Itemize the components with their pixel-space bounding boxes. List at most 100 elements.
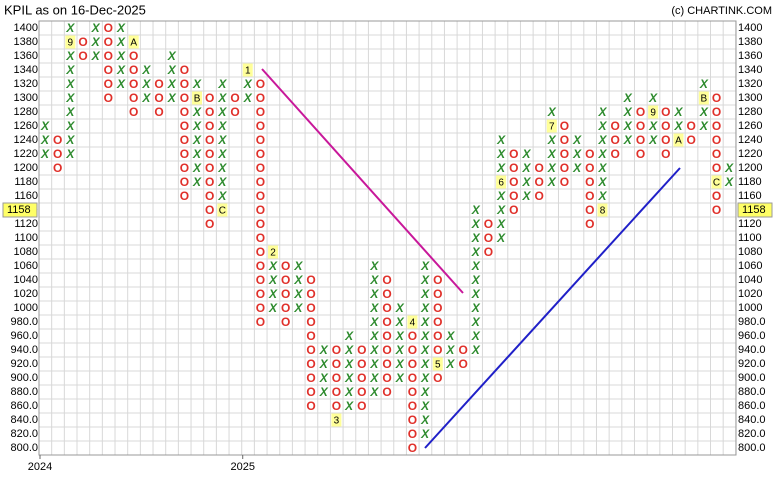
box-o: O (433, 343, 442, 357)
last-price-box (737, 202, 773, 218)
box-o: O (661, 133, 670, 147)
box-x: X (471, 315, 481, 329)
box-o: O (256, 175, 265, 189)
box-x: X (496, 161, 506, 175)
box-o: O (53, 147, 62, 161)
box-o: O (408, 343, 417, 357)
box-o: O (408, 371, 417, 385)
box-o: O (382, 329, 391, 343)
box-x: X (471, 329, 481, 343)
box-x: X (217, 91, 227, 105)
y-tick-label: 860.0 (738, 400, 766, 412)
box-o: O (357, 399, 366, 413)
box-o: O (256, 301, 265, 315)
box-o: O (408, 357, 417, 371)
month-marker: A (675, 136, 682, 147)
box-o: O (180, 119, 189, 133)
x-year-label: 2024 (28, 461, 52, 473)
box-o: O (180, 133, 189, 147)
box-x: X (521, 161, 531, 175)
month-marker: A (130, 38, 137, 49)
box-o: O (256, 287, 265, 301)
box-o: O (610, 133, 619, 147)
y-tick-label: 1260 (738, 120, 762, 132)
box-o: O (560, 175, 569, 189)
y-tick-label: 1280 (738, 106, 762, 118)
box-o: O (332, 385, 341, 399)
month-marker: 4 (410, 318, 416, 329)
box-o: O (306, 273, 315, 287)
box-o: O (433, 371, 442, 385)
box-o: O (357, 385, 366, 399)
box-x: X (91, 35, 101, 49)
box-o: O (256, 259, 265, 273)
box-x: X (547, 161, 557, 175)
month-marker-box (242, 63, 253, 77)
box-o: O (180, 161, 189, 175)
box-o: O (712, 203, 721, 217)
trend-line (261, 68, 464, 294)
box-o: O (306, 301, 315, 315)
box-o: O (78, 49, 87, 63)
y-tick-label: 1300 (14, 92, 38, 104)
box-o: O (180, 91, 189, 105)
box-x: X (496, 133, 506, 147)
box-x: X (547, 175, 557, 189)
box-x: X (420, 273, 430, 287)
box-x: X (521, 189, 531, 203)
box-x: X (217, 133, 227, 147)
month-marker: B (194, 94, 201, 105)
month-marker-box (268, 245, 279, 259)
y-tick-label: 920.0 (10, 358, 38, 370)
box-o: O (281, 259, 290, 273)
box-x: X (217, 77, 227, 91)
box-o: O (256, 245, 265, 259)
box-x: X (40, 119, 50, 133)
box-x: X (699, 119, 709, 133)
box-o: O (382, 371, 391, 385)
y-tick-label: 1240 (14, 134, 38, 146)
box-x: X (141, 91, 151, 105)
box-x: X (192, 133, 202, 147)
box-x: X (496, 189, 506, 203)
y-tick-label: 1020 (14, 288, 38, 300)
box-o: O (534, 175, 543, 189)
box-x: X (496, 147, 506, 161)
box-o: O (205, 119, 214, 133)
box-o: O (256, 273, 265, 287)
box-x: X (141, 77, 151, 91)
y-tick-label: 1060 (738, 260, 762, 272)
box-x: X (471, 203, 481, 217)
box-o: O (256, 133, 265, 147)
box-x: X (116, 63, 126, 77)
box-x: X (369, 329, 379, 343)
box-o: O (306, 371, 315, 385)
month-marker: 5 (435, 360, 441, 371)
box-x: X (369, 315, 379, 329)
month-marker-box (546, 119, 557, 133)
box-o: O (256, 119, 265, 133)
box-o: O (205, 147, 214, 161)
y-tick-label: 1180 (14, 176, 38, 188)
box-x: X (420, 371, 430, 385)
month-marker-box (496, 175, 507, 189)
box-x: X (699, 77, 709, 91)
box-x: X (344, 329, 354, 343)
box-x: X (65, 21, 75, 35)
box-x: X (623, 91, 633, 105)
box-o: O (180, 77, 189, 91)
box-x: X (319, 357, 329, 371)
box-x: X (167, 49, 177, 63)
y-tick-label: 840.0 (738, 414, 766, 426)
month-marker: 9 (68, 38, 74, 49)
box-o: O (712, 189, 721, 203)
last-price-label: 1158 (7, 204, 31, 216)
month-marker: 2 (270, 248, 276, 259)
box-o: O (180, 175, 189, 189)
box-o: O (433, 287, 442, 301)
box-o: O (534, 189, 543, 203)
box-o: O (484, 245, 493, 259)
plot-border (38, 20, 737, 456)
box-x: X (344, 385, 354, 399)
box-o: O (180, 63, 189, 77)
